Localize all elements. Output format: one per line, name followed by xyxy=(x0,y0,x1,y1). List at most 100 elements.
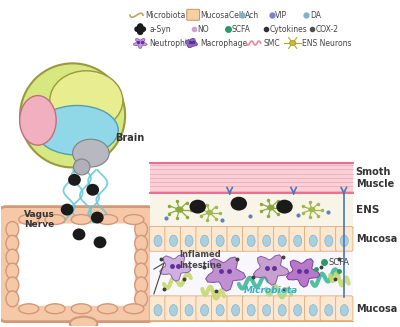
FancyBboxPatch shape xyxy=(274,296,291,321)
Ellipse shape xyxy=(230,197,247,211)
FancyBboxPatch shape xyxy=(196,227,213,251)
Ellipse shape xyxy=(124,304,144,314)
Ellipse shape xyxy=(135,249,148,265)
Ellipse shape xyxy=(6,235,19,251)
Ellipse shape xyxy=(70,317,97,327)
Ellipse shape xyxy=(98,304,118,314)
Text: Microbiota: Microbiota xyxy=(146,11,186,20)
FancyBboxPatch shape xyxy=(242,296,260,321)
Text: Mucosa: Mucosa xyxy=(356,234,397,244)
Ellipse shape xyxy=(73,139,109,167)
Text: Microbiota: Microbiota xyxy=(244,286,298,295)
Ellipse shape xyxy=(216,235,224,247)
Text: NO: NO xyxy=(198,25,209,34)
Text: DA: DA xyxy=(310,11,321,20)
Ellipse shape xyxy=(137,23,143,29)
Ellipse shape xyxy=(185,235,193,247)
FancyBboxPatch shape xyxy=(289,227,306,251)
FancyBboxPatch shape xyxy=(180,227,198,251)
FancyBboxPatch shape xyxy=(0,207,155,322)
FancyBboxPatch shape xyxy=(336,296,353,321)
Ellipse shape xyxy=(278,235,286,247)
Text: Cytokines: Cytokines xyxy=(270,25,308,34)
Ellipse shape xyxy=(91,212,104,223)
Ellipse shape xyxy=(232,304,240,316)
Ellipse shape xyxy=(135,291,148,307)
Ellipse shape xyxy=(140,26,146,32)
Ellipse shape xyxy=(19,304,39,314)
Text: COX-2: COX-2 xyxy=(316,25,338,34)
Ellipse shape xyxy=(206,210,213,215)
Ellipse shape xyxy=(36,106,118,155)
Ellipse shape xyxy=(247,235,255,247)
FancyBboxPatch shape xyxy=(18,223,135,306)
FancyBboxPatch shape xyxy=(187,9,200,20)
Text: ENS Neurons: ENS Neurons xyxy=(302,39,351,47)
Ellipse shape xyxy=(71,215,91,224)
Ellipse shape xyxy=(86,184,99,196)
Ellipse shape xyxy=(137,26,143,32)
Text: Macrophage: Macrophage xyxy=(200,39,248,47)
Ellipse shape xyxy=(61,204,74,215)
FancyBboxPatch shape xyxy=(196,296,213,321)
FancyBboxPatch shape xyxy=(258,227,275,251)
Text: MucosaCell: MucosaCell xyxy=(200,11,244,20)
Ellipse shape xyxy=(309,304,317,316)
Ellipse shape xyxy=(200,304,208,316)
Ellipse shape xyxy=(170,304,178,316)
Ellipse shape xyxy=(6,263,19,279)
FancyBboxPatch shape xyxy=(227,296,244,321)
FancyBboxPatch shape xyxy=(274,227,291,251)
Ellipse shape xyxy=(6,249,19,265)
Polygon shape xyxy=(286,259,320,287)
Text: SCFA: SCFA xyxy=(328,258,349,267)
Ellipse shape xyxy=(50,71,123,130)
Text: SMC: SMC xyxy=(264,39,280,47)
Text: Ach: Ach xyxy=(245,11,259,20)
Polygon shape xyxy=(254,255,289,285)
FancyBboxPatch shape xyxy=(304,296,322,321)
Ellipse shape xyxy=(278,304,286,316)
FancyBboxPatch shape xyxy=(165,296,182,321)
Polygon shape xyxy=(134,38,147,48)
Ellipse shape xyxy=(45,304,65,314)
Text: Vagus
Nerve: Vagus Nerve xyxy=(24,210,55,229)
Bar xyxy=(150,228,353,251)
FancyBboxPatch shape xyxy=(320,227,338,251)
FancyBboxPatch shape xyxy=(320,296,338,321)
Polygon shape xyxy=(206,257,246,291)
Ellipse shape xyxy=(124,215,144,224)
Ellipse shape xyxy=(290,41,296,45)
Ellipse shape xyxy=(170,235,178,247)
Ellipse shape xyxy=(294,235,302,247)
Bar xyxy=(150,193,353,228)
Ellipse shape xyxy=(340,235,348,247)
FancyBboxPatch shape xyxy=(165,227,182,251)
Ellipse shape xyxy=(309,235,317,247)
Ellipse shape xyxy=(74,159,90,175)
Ellipse shape xyxy=(98,215,118,224)
FancyBboxPatch shape xyxy=(149,227,167,251)
Ellipse shape xyxy=(19,215,39,224)
Ellipse shape xyxy=(20,63,125,167)
Ellipse shape xyxy=(73,229,86,240)
Ellipse shape xyxy=(294,304,302,316)
Ellipse shape xyxy=(185,304,193,316)
Ellipse shape xyxy=(134,26,141,32)
FancyBboxPatch shape xyxy=(336,227,353,251)
Ellipse shape xyxy=(6,221,19,237)
Bar xyxy=(150,163,353,193)
Ellipse shape xyxy=(135,235,148,251)
Ellipse shape xyxy=(154,235,162,247)
Ellipse shape xyxy=(137,29,143,35)
Ellipse shape xyxy=(71,304,91,314)
Ellipse shape xyxy=(308,207,315,212)
Ellipse shape xyxy=(200,235,208,247)
Ellipse shape xyxy=(175,206,184,213)
Ellipse shape xyxy=(135,277,148,293)
FancyBboxPatch shape xyxy=(212,296,229,321)
Ellipse shape xyxy=(190,200,206,214)
Bar xyxy=(150,297,353,321)
FancyBboxPatch shape xyxy=(149,296,167,321)
Text: Smoth
Muscle: Smoth Muscle xyxy=(356,167,394,189)
